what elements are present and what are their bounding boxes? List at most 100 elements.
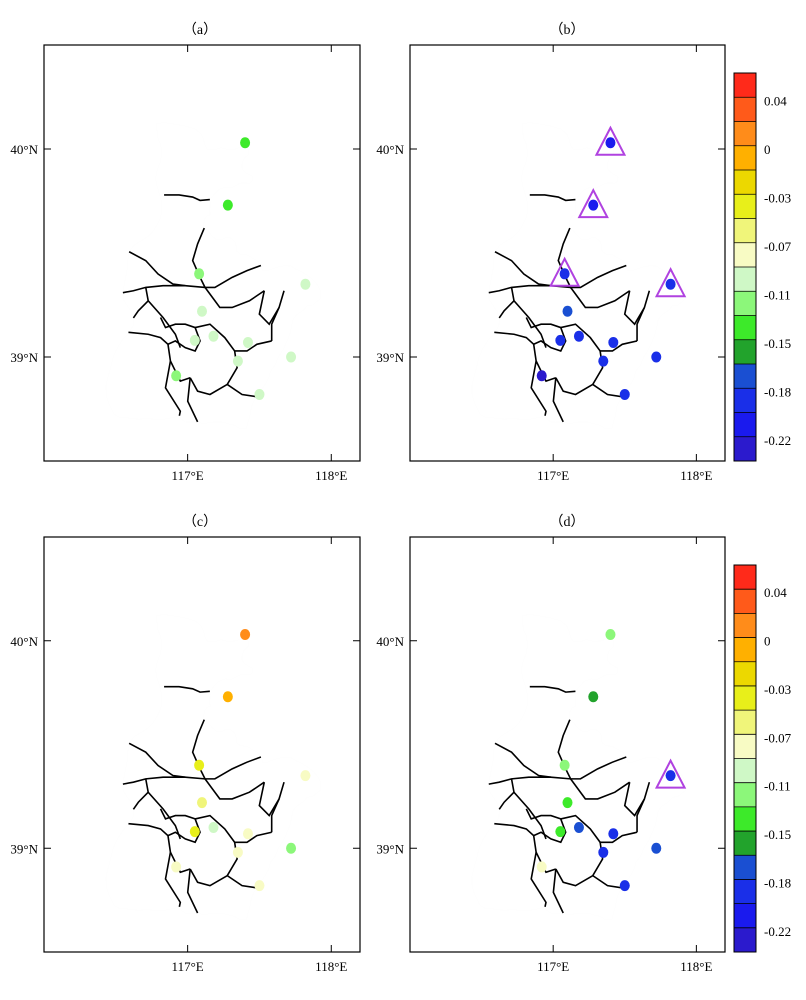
panels-layer: （a） 117°E 118°E 39°N 40°N （b） 117°E 118°E 39°N 40… <box>10 22 791 974</box>
district-boundary <box>165 852 180 907</box>
district-boundary <box>593 876 625 889</box>
district-boundary <box>553 869 563 913</box>
colorbar-bin <box>734 661 756 687</box>
lat-tick-label: 40°N <box>10 142 38 157</box>
station-dot <box>300 278 311 290</box>
station-dot <box>222 691 233 703</box>
panel-label: （d） <box>550 514 585 530</box>
colorbar: 0.04 0 -0.03 -0.07 -0.11 -0.15 -0.18 -0.22 <box>733 72 792 462</box>
colorbar-bin <box>734 267 756 292</box>
lon-tick-label: 118°E <box>680 468 712 483</box>
colorbar-frame <box>733 564 757 953</box>
colorbar-bin <box>734 927 756 953</box>
colorbar-label: 0.04 <box>764 93 787 108</box>
district-boundary <box>512 287 546 347</box>
station-dot <box>189 334 200 346</box>
colorbar-frame <box>733 72 757 462</box>
district-boundary <box>133 792 148 809</box>
district-boundary <box>165 361 180 416</box>
district-boundary <box>188 869 198 913</box>
colorbar-bin <box>734 121 756 147</box>
panel-a: （a） 117°E 118°E 39°N 40°N <box>10 22 360 483</box>
province-boundary <box>106 614 321 919</box>
panel-label: （b） <box>550 22 585 38</box>
station-dot <box>619 388 630 400</box>
lat-tick-label: 40°N <box>376 142 404 157</box>
district-boundary <box>625 291 650 324</box>
district-boundary <box>123 286 205 293</box>
district-boundary <box>128 332 190 381</box>
colorbar-bin <box>734 218 756 244</box>
colorbar-label: 0 <box>764 634 771 649</box>
lon-tick-label: 118°E <box>680 959 712 974</box>
station-dot <box>286 842 297 854</box>
station-dot <box>536 370 547 382</box>
station-dot <box>194 268 205 280</box>
colorbar-label: -0.15 <box>764 827 791 842</box>
colorbar-label: 0.04 <box>764 585 787 600</box>
station-dot <box>240 629 251 641</box>
colorbar-bin <box>734 613 756 638</box>
lat-tick-label: 40°N <box>376 634 404 649</box>
district-boundary <box>571 287 630 307</box>
district-boundary <box>494 332 556 381</box>
province-boundary <box>106 123 321 429</box>
station-dot <box>197 305 207 317</box>
station-dot <box>536 861 547 873</box>
station-dot <box>189 826 200 838</box>
station-dot <box>555 826 566 838</box>
lon-tick-label: 117°E <box>537 959 569 974</box>
station-dot <box>286 351 297 363</box>
district-boundary <box>593 384 625 397</box>
station-dot <box>242 336 253 348</box>
station-dot <box>665 770 676 782</box>
panel-frame <box>409 536 726 953</box>
district-boundary <box>161 318 201 351</box>
district-boundary <box>512 779 546 839</box>
colorbar-bin <box>734 73 756 98</box>
colorbar-bin <box>734 855 756 880</box>
significance-triangle <box>654 267 687 298</box>
colorbar-label: -0.18 <box>764 384 791 399</box>
station-dot <box>573 330 584 342</box>
colorbar-label: -0.11 <box>764 287 791 302</box>
district-boundary <box>133 301 148 318</box>
district-boundary <box>637 307 644 340</box>
significance-triangle <box>654 758 687 789</box>
district-boundary <box>128 824 190 873</box>
colorbar-bin <box>734 782 756 808</box>
colorbar-bin <box>734 903 756 929</box>
panel-c: （c） 117°E 118°E 39°N 40°N <box>10 514 360 974</box>
colorbar-label: 0 <box>764 142 771 157</box>
colorbar-bin <box>734 710 756 735</box>
district-boundary <box>129 743 185 777</box>
district-boundary <box>123 777 205 784</box>
station-dot <box>300 770 311 782</box>
colorbar-bin <box>734 315 756 341</box>
district-boundary <box>637 799 644 832</box>
station-dot <box>588 691 599 703</box>
district-boundary <box>499 792 514 809</box>
lat-tick-label: 39°N <box>10 841 38 856</box>
district-boundary <box>495 743 551 777</box>
significance-triangle <box>594 125 627 156</box>
colorbar-bin <box>734 194 756 219</box>
panel-b: （b） 117°E 118°E 39°N 40°N 0.04 0 -0.03 -0.07 -0.1… <box>376 22 791 483</box>
panel-frame <box>43 536 361 953</box>
colorbar-bin <box>734 831 756 856</box>
station-dot <box>232 355 243 367</box>
district-boundary <box>531 361 546 416</box>
colorbar-bin <box>734 291 756 316</box>
significance-triangle <box>577 187 609 219</box>
station-dot <box>240 137 251 149</box>
colorbar-bin <box>734 806 756 832</box>
district-boundary <box>494 824 556 873</box>
district-boundary <box>526 809 565 842</box>
panel-label: （c） <box>183 514 217 530</box>
colorbar-bin <box>734 436 756 462</box>
district-boundary <box>227 876 259 889</box>
colorbar-bin <box>734 388 756 413</box>
panel-label: （a） <box>183 22 217 38</box>
station-dot <box>242 828 253 840</box>
